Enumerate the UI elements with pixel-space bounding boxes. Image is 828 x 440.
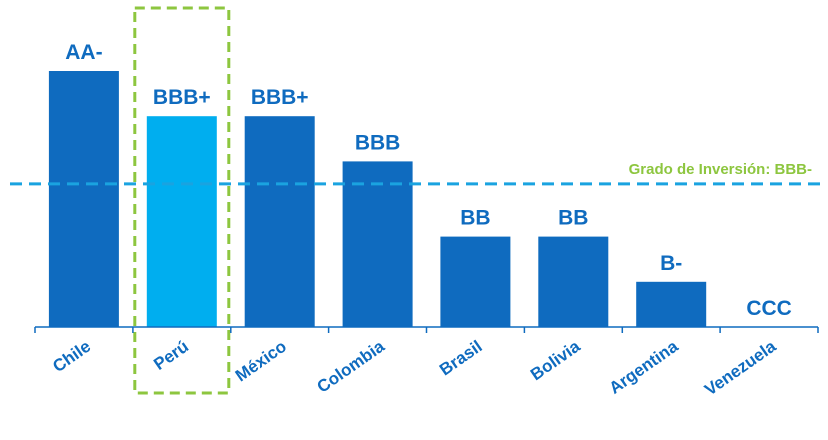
category-label-mexico: México [232,337,290,386]
rating-label-peru: BBB+ [153,86,211,109]
bars-group [48,71,707,327]
rating-label-argentina: B- [660,252,682,275]
category-label-brasil: Brasil [436,337,486,380]
rating-label-venezuela: CCC [746,297,792,320]
threshold-group: Grado de Inversión: BBB- [10,161,826,186]
bar-peru [146,116,217,327]
category-label-venezuela: Venezuela [701,336,780,399]
rating-label-chile: AA- [65,41,102,64]
threshold-label: Grado de Inversión: BBB- [629,161,812,178]
rating-label-mexico: BBB+ [251,86,309,109]
bar-argentina [636,281,707,327]
category-label-peru: Perú [150,337,192,374]
bar-bolivia [538,236,609,327]
category-label-chile: Chile [49,337,94,376]
x-axis [34,326,819,333]
bar-brasil [440,236,511,327]
rating-label-colombia: BBB [355,131,401,154]
rating-label-bolivia: BB [558,207,588,230]
category-label-argentina: Argentina [606,336,682,397]
bar-chile [48,71,119,327]
bar-mexico [244,116,315,327]
category-label-bolivia: Bolivia [527,336,584,384]
bar-colombia [342,161,413,327]
category-label-colombia: Colombia [314,336,389,396]
category-labels-group: Chile Perú México Colombia Brasil Bolivia Arge… [49,336,780,399]
rating-label-brasil: BB [460,207,490,230]
